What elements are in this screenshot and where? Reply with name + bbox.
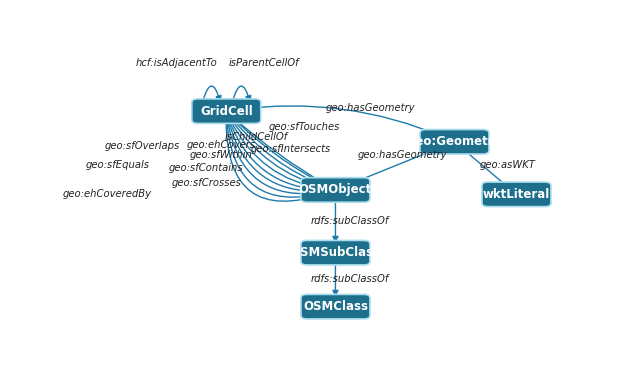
Text: geo:sfEquals: geo:sfEquals <box>85 160 149 170</box>
FancyArrowPatch shape <box>333 200 338 241</box>
FancyArrowPatch shape <box>333 262 338 295</box>
Text: geo:sfContains: geo:sfContains <box>169 163 244 173</box>
FancyArrowPatch shape <box>232 119 324 188</box>
Text: geo:hasGeometry: geo:hasGeometry <box>358 150 447 160</box>
Text: geo:sfCrosses: geo:sfCrosses <box>172 178 241 188</box>
Text: OSMObject: OSMObject <box>299 183 372 196</box>
FancyArrowPatch shape <box>228 121 324 195</box>
Text: geo:sfIntersects: geo:sfIntersects <box>251 144 331 154</box>
Text: GridCell: GridCell <box>200 105 253 117</box>
Text: isParentCellOf: isParentCellOf <box>228 58 299 68</box>
FancyBboxPatch shape <box>482 182 551 207</box>
FancyArrowPatch shape <box>344 146 444 186</box>
Text: isChildCellOf: isChildCellOf <box>225 132 288 143</box>
Text: wktLiteral: wktLiteral <box>483 188 550 201</box>
FancyArrowPatch shape <box>228 121 324 194</box>
Text: hcf:isAdjacentTo: hcf:isAdjacentTo <box>136 58 218 68</box>
Text: geo:ehCovers: geo:ehCovers <box>187 140 256 150</box>
FancyArrowPatch shape <box>232 86 251 102</box>
FancyArrowPatch shape <box>236 106 444 138</box>
Text: geo:sfTouches: geo:sfTouches <box>269 122 340 132</box>
FancyArrowPatch shape <box>232 119 325 186</box>
FancyArrowPatch shape <box>230 120 324 190</box>
FancyArrowPatch shape <box>202 86 221 102</box>
Text: geo:sfWithin: geo:sfWithin <box>190 150 253 160</box>
Text: rdfs:subClassOf: rdfs:subClassOf <box>311 274 390 284</box>
FancyBboxPatch shape <box>420 130 489 154</box>
Text: geo:sfOverlaps: geo:sfOverlaps <box>104 141 180 151</box>
FancyArrowPatch shape <box>226 121 324 201</box>
FancyArrowPatch shape <box>233 118 325 185</box>
Text: geo:asWKT: geo:asWKT <box>479 160 536 170</box>
FancyBboxPatch shape <box>192 99 260 124</box>
FancyArrowPatch shape <box>227 121 324 197</box>
FancyArrowPatch shape <box>234 117 326 184</box>
FancyBboxPatch shape <box>301 178 370 202</box>
FancyArrowPatch shape <box>229 121 324 192</box>
FancyBboxPatch shape <box>301 294 370 319</box>
FancyArrowPatch shape <box>462 148 508 187</box>
Text: rdfs:subClassOf: rdfs:subClassOf <box>311 216 390 226</box>
Text: geo:hasGeometry: geo:hasGeometry <box>325 103 415 113</box>
Text: geo:Geometry: geo:Geometry <box>407 135 502 148</box>
Text: OSMSubClass: OSMSubClass <box>291 246 381 259</box>
Text: geo:ehCoveredBy: geo:ehCoveredBy <box>63 190 152 199</box>
FancyBboxPatch shape <box>301 240 370 265</box>
Text: OSMClass: OSMClass <box>303 300 368 313</box>
